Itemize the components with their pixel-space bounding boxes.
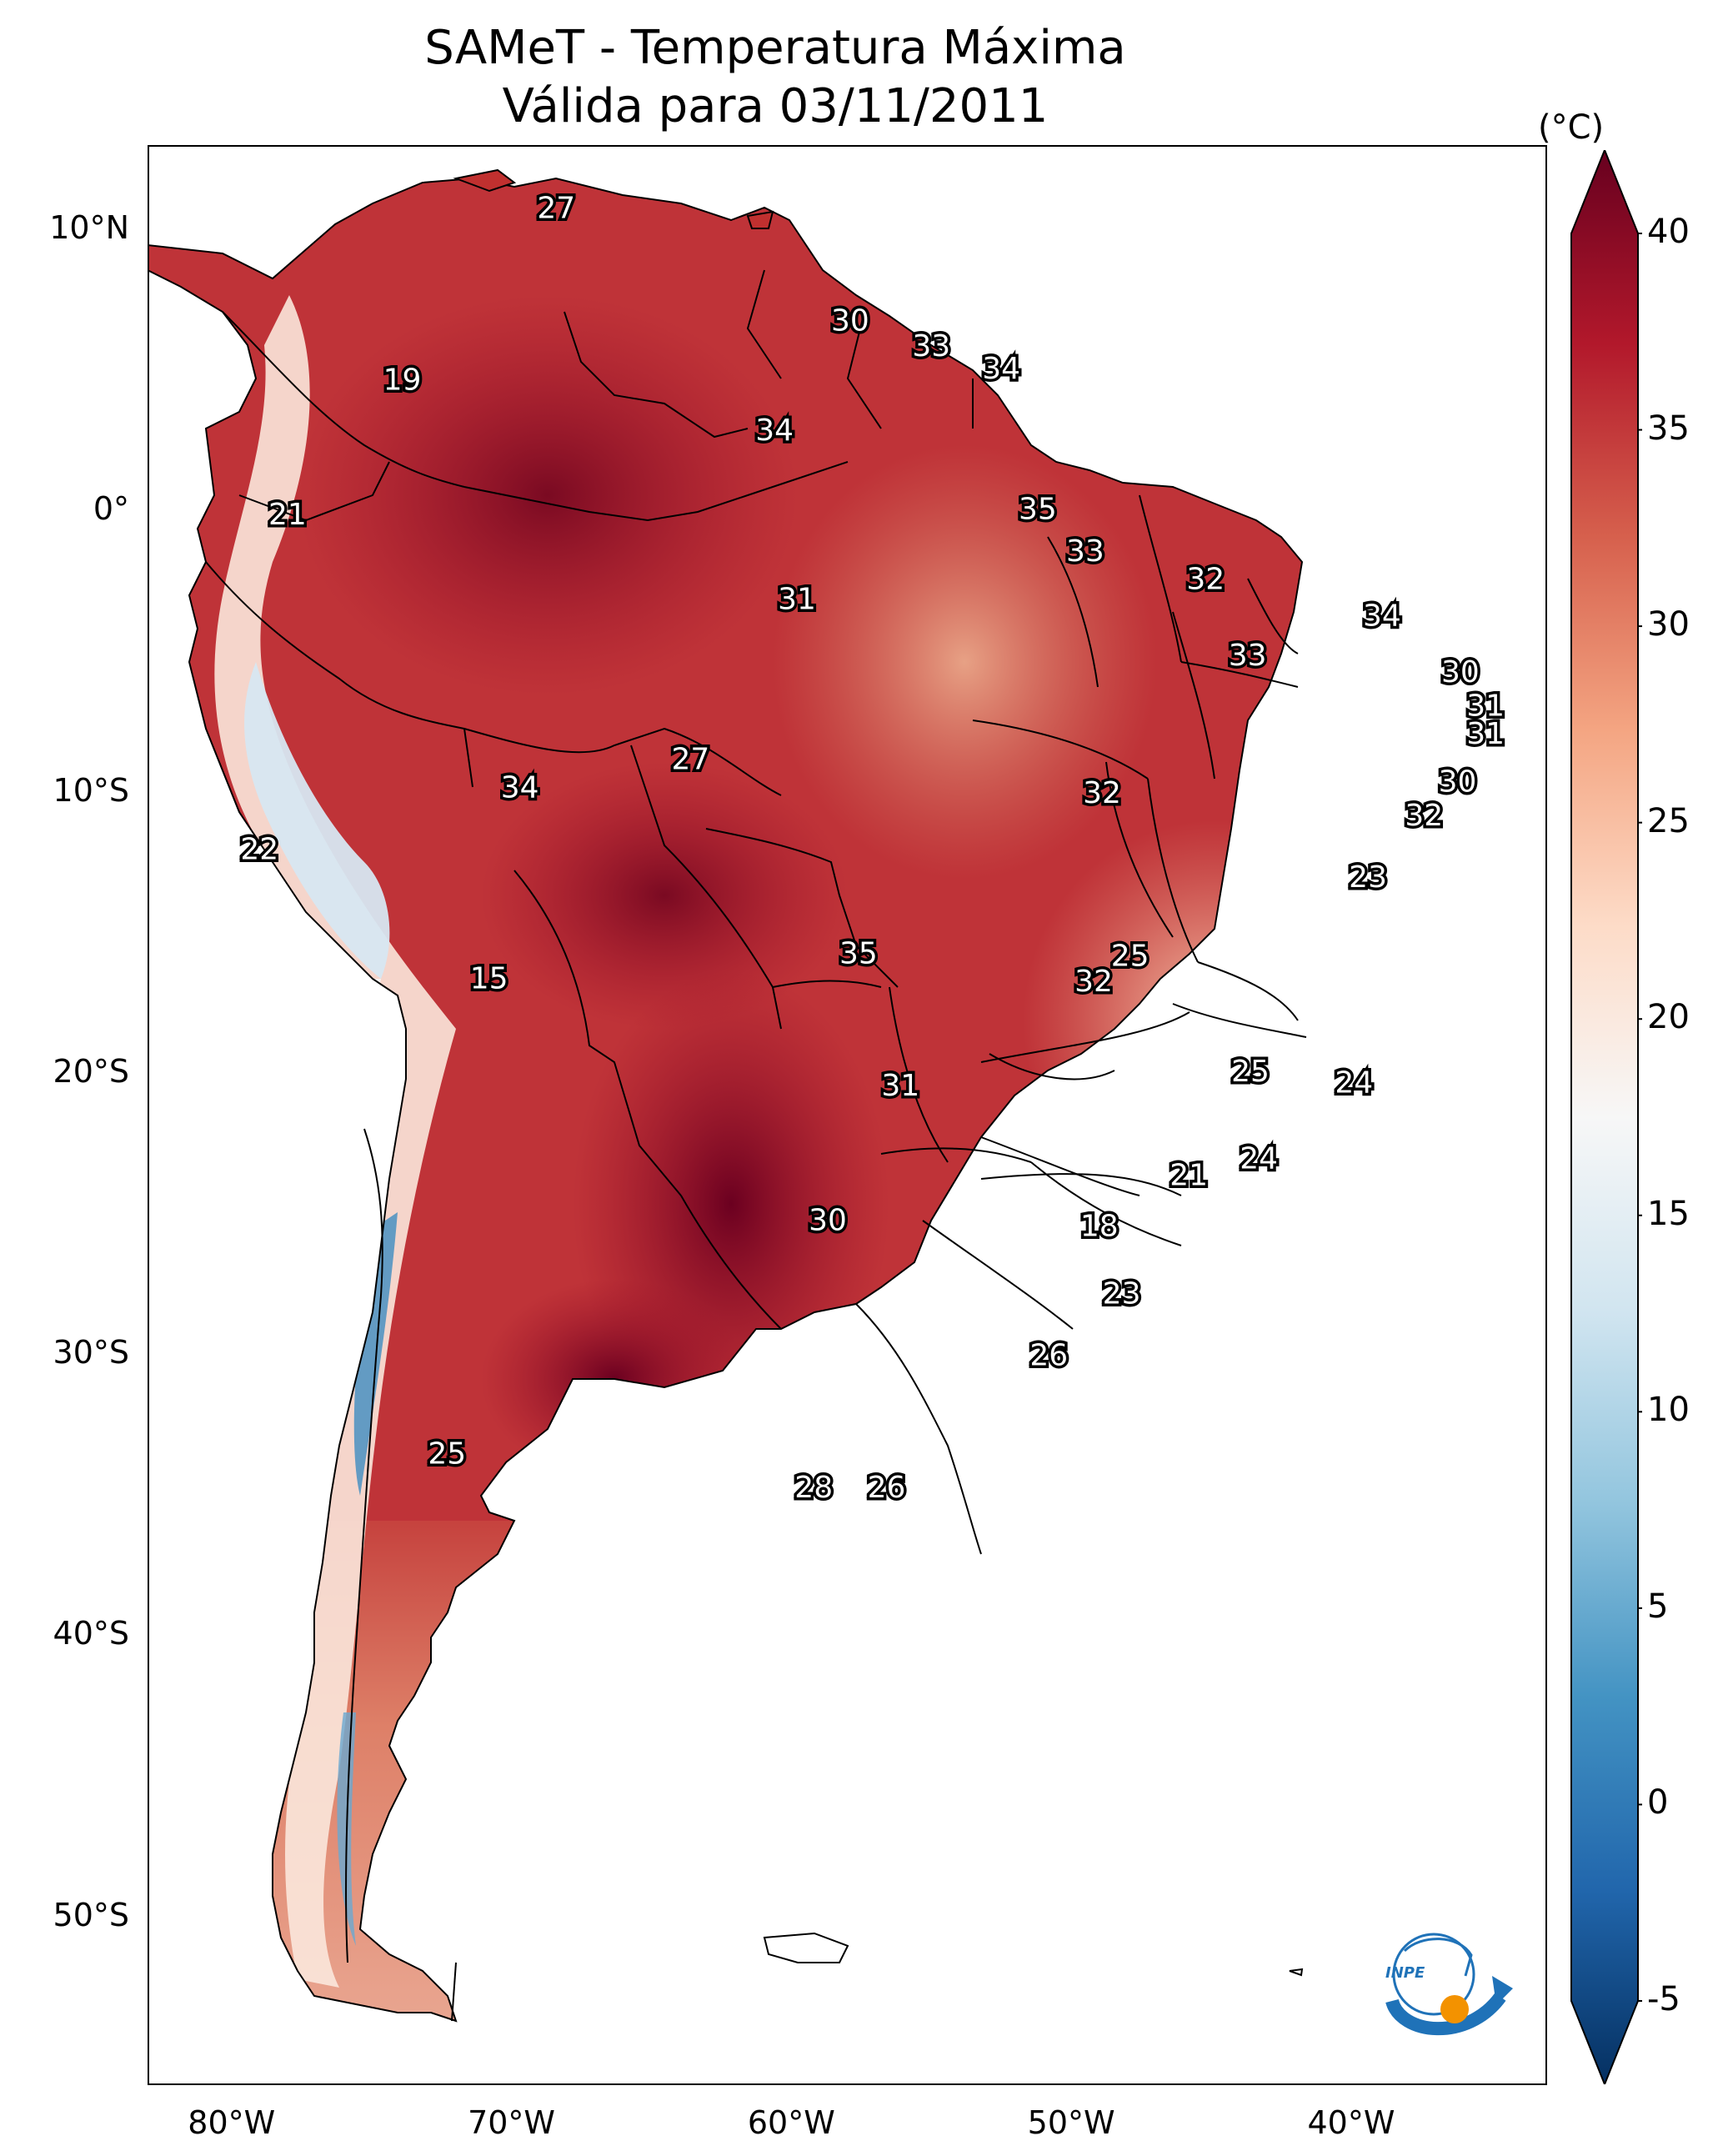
temperature-label: 34 bbox=[755, 414, 794, 448]
temperature-label: 31 bbox=[881, 1069, 919, 1103]
colorbar-tick-label: 25 bbox=[1647, 801, 1690, 840]
temperature-label: 19 bbox=[383, 363, 422, 397]
temperature-label: 32 bbox=[1186, 563, 1225, 597]
temperature-label: 33 bbox=[1229, 639, 1267, 673]
temperature-label: 24 bbox=[1240, 1141, 1278, 1176]
chart-subtitle: Válida para 03/11/2011 bbox=[502, 79, 1049, 133]
y-tick-label: 50°S bbox=[53, 1896, 129, 1933]
y-tick-label: 20°S bbox=[53, 1052, 129, 1090]
temperature-label: 33 bbox=[1066, 534, 1104, 569]
chart-title: SAMeT - Temperatura Máxima bbox=[424, 21, 1126, 75]
x-tick-label: 70°W bbox=[468, 2104, 555, 2141]
temperature-label: 27 bbox=[537, 192, 575, 226]
temperature-label: 32 bbox=[1083, 776, 1121, 810]
temperature-label: 25 bbox=[428, 1437, 466, 1472]
colorbar-tick-label: 30 bbox=[1647, 605, 1690, 644]
map-area: 27 30 33 34 19 34 35 21 33 32 31 34 33 30 31 31 30 27 34 32… bbox=[148, 145, 1547, 2085]
temperature-label: 23 bbox=[1349, 860, 1387, 895]
temperature-label: 31 bbox=[1466, 717, 1505, 751]
temperature-label: 30 bbox=[831, 303, 869, 338]
temperature-label: 28 bbox=[794, 1471, 833, 1505]
colorbar-tick-marks bbox=[1638, 233, 1642, 2002]
colorbar-tick-label: 5 bbox=[1647, 1587, 1669, 1626]
y-tick-label: 0° bbox=[93, 490, 129, 528]
x-tick-label: 60°W bbox=[747, 2104, 835, 2141]
y-tick-label: 10°N bbox=[49, 209, 129, 247]
colorbar bbox=[1570, 150, 1642, 2084]
colorbar-tick-label: 20 bbox=[1647, 998, 1690, 1037]
y-tick-label: 30°S bbox=[53, 1334, 129, 1371]
temperature-label: 34 bbox=[1363, 599, 1401, 634]
temperature-label: 33 bbox=[912, 329, 950, 364]
temperature-label: 30 bbox=[809, 1204, 847, 1238]
temperature-label: 25 bbox=[1231, 1055, 1270, 1089]
temperature-label: 31 bbox=[1466, 689, 1505, 723]
temperature-label: 32 bbox=[1074, 965, 1113, 999]
x-tick-label: 40°W bbox=[1307, 2104, 1395, 2141]
y-tick-label: 10°S bbox=[53, 771, 129, 809]
temperature-label: 31 bbox=[778, 582, 816, 616]
temperature-label: 25 bbox=[1111, 940, 1150, 974]
temperature-label: 35 bbox=[1019, 492, 1057, 526]
islands bbox=[453, 168, 1304, 1977]
colorbar-tick-label: 10 bbox=[1647, 1391, 1690, 1430]
temperature-label: 22 bbox=[240, 832, 278, 866]
colorbar-bar bbox=[1570, 150, 1639, 2084]
temperature-label: 27 bbox=[672, 743, 710, 777]
country-borders bbox=[148, 178, 1307, 2022]
colorbar-unit: (°C) bbox=[1538, 108, 1605, 147]
temperature-label: 26 bbox=[868, 1471, 906, 1505]
temperature-label: 34 bbox=[982, 352, 1020, 386]
temperature-label: 15 bbox=[470, 962, 508, 996]
temperature-label: 18 bbox=[1080, 1209, 1119, 1243]
map-frame bbox=[148, 145, 1547, 2085]
temperature-label: 21 bbox=[1170, 1159, 1208, 1193]
colorbar-tick-label: 35 bbox=[1647, 409, 1690, 448]
temperature-label: 30 bbox=[1441, 655, 1480, 689]
colorbar-tick-label: 40 bbox=[1647, 213, 1690, 251]
temperature-label: 30 bbox=[1439, 765, 1477, 800]
temperature-label: 32 bbox=[1405, 799, 1443, 833]
colorbar-tick-label: 0 bbox=[1647, 1783, 1669, 1823]
colorbar-tick-label: 15 bbox=[1647, 1194, 1690, 1233]
x-tick-label: 50°W bbox=[1027, 2104, 1115, 2141]
x-tick-label: 80°W bbox=[188, 2104, 276, 2141]
temperature-label: 26 bbox=[1029, 1339, 1068, 1373]
temperature-label: 35 bbox=[839, 936, 878, 970]
temperature-label: 23 bbox=[1103, 1276, 1141, 1311]
temperature-label: 21 bbox=[268, 498, 307, 532]
svg-text:INPE: INPE bbox=[1385, 1964, 1425, 1982]
temperature-label: 24 bbox=[1335, 1065, 1373, 1100]
y-tick-label: 40°S bbox=[53, 1615, 129, 1652]
colorbar-tick-label: -5 bbox=[1647, 1980, 1680, 2018]
temperature-label: 34 bbox=[501, 770, 539, 805]
inpe-logo: INPE bbox=[1385, 1933, 1513, 2036]
